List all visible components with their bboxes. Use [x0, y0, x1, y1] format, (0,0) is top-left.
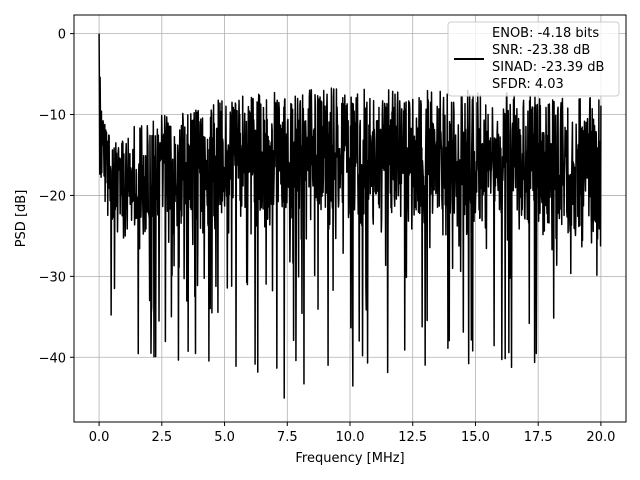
y-tick-label: −20	[39, 189, 66, 204]
legend-snr: SNR: -23.38 dB	[492, 43, 590, 58]
y-tick-label: −30	[39, 270, 66, 285]
y-tick-label: −40	[39, 351, 66, 366]
x-axis-label: Frequency [MHz]	[295, 451, 404, 466]
x-tick-label: 0.0	[89, 430, 110, 445]
series-layer	[98, 33, 602, 399]
legend: ENOB: -4.18 bits SNR: -23.38 dB SINAD: -…	[447, 21, 620, 97]
x-tick-label: 20.0	[586, 430, 615, 445]
legend-sfdr: SFDR: 4.03	[492, 77, 564, 92]
x-tick-label: 15.0	[461, 430, 490, 445]
legend-box	[447, 21, 620, 97]
legend-enob: ENOB: -4.18 bits	[492, 26, 599, 41]
x-tick-label: 7.5	[277, 430, 298, 445]
y-tick-label: −10	[39, 109, 66, 124]
x-tick-label: 17.5	[524, 430, 553, 445]
legend-sinad: SINAD: -23.39 dB	[492, 60, 604, 75]
psd-series-line	[98, 33, 602, 399]
y-tick-label: 0	[58, 28, 66, 43]
x-tick-label: 2.5	[151, 430, 172, 445]
x-tick-label: 12.5	[398, 430, 427, 445]
x-tick-label: 5.0	[214, 430, 235, 445]
y-axis-label: PSD [dB]	[14, 190, 29, 248]
x-tick-label: 10.0	[336, 430, 365, 445]
axis-ticks: 0.0 2.5 5.0 7.5 10.0 12.5 15.0 17.5 20.0 0 −10 −20 −…	[39, 28, 616, 445]
